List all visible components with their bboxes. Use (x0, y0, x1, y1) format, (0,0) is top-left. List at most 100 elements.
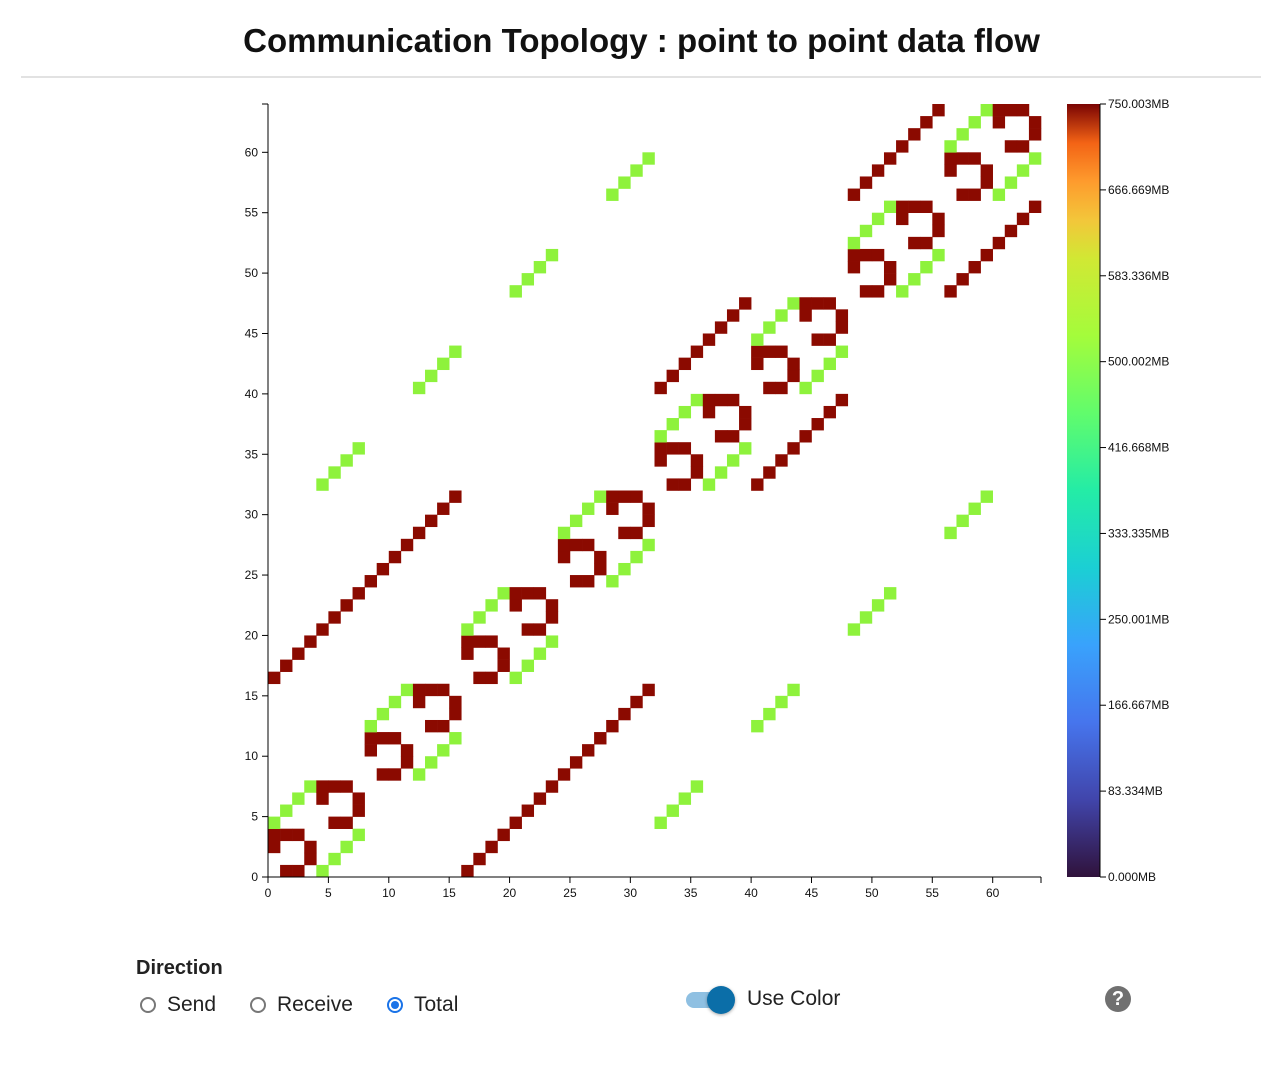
heatmap-cell[interactable] (968, 152, 981, 165)
heatmap-cell[interactable] (811, 333, 824, 346)
heatmap-cell[interactable] (485, 635, 498, 648)
heatmap-cell[interactable] (618, 526, 631, 540)
heatmap-cell[interactable] (400, 744, 414, 757)
heatmap-cell[interactable] (388, 732, 402, 745)
heatmap-cell[interactable] (799, 430, 812, 443)
heatmap-cell[interactable] (473, 611, 486, 624)
heatmap-cell[interactable] (352, 587, 365, 600)
heatmap-cell[interactable] (1004, 140, 1018, 153)
heatmap-cell[interactable] (642, 502, 655, 515)
heatmap-cell[interactable] (847, 623, 861, 636)
heatmap-cell[interactable] (340, 780, 353, 793)
heatmap-cell[interactable] (425, 514, 438, 528)
heatmap-cell[interactable] (545, 635, 559, 648)
heatmap-cell[interactable] (896, 285, 909, 298)
heatmap-cell[interactable] (944, 164, 957, 177)
heatmap-cell[interactable] (751, 345, 764, 358)
heatmap-cell[interactable] (751, 357, 764, 371)
heatmap-cell[interactable] (328, 466, 341, 479)
heatmap-cell[interactable] (654, 381, 667, 395)
heatmap-cell[interactable] (425, 719, 438, 733)
heatmap-cell[interactable] (823, 405, 836, 419)
heatmap-cell[interactable] (859, 248, 873, 262)
heatmap-cell[interactable] (533, 647, 547, 660)
heatmap-cell[interactable] (557, 538, 571, 552)
heatmap-cell[interactable] (606, 502, 619, 515)
heatmap-cell[interactable] (666, 804, 679, 817)
heatmap-cell[interactable] (1028, 128, 1042, 141)
heatmap-cell[interactable] (630, 490, 643, 503)
heatmap-cell[interactable] (1016, 140, 1030, 153)
heatmap-cell[interactable] (497, 659, 510, 672)
heatmap-cell[interactable] (316, 623, 329, 636)
heatmap-cell[interactable] (690, 780, 704, 793)
heatmap-cell[interactable] (364, 575, 378, 588)
heatmap-cell[interactable] (316, 780, 329, 793)
heatmap-cell[interactable] (437, 502, 450, 515)
heatmap-cell[interactable] (871, 599, 885, 612)
heatmap-cell[interactable] (485, 671, 498, 685)
heatmap-cell[interactable] (883, 152, 897, 165)
heatmap-cell[interactable] (521, 659, 535, 672)
heatmap-cell[interactable] (666, 418, 679, 431)
heatmap-cell[interactable] (280, 864, 293, 878)
heatmap-cell[interactable] (690, 466, 704, 479)
heatmap-cell[interactable] (847, 261, 861, 274)
heatmap-cell[interactable] (630, 695, 643, 709)
heatmap-cell[interactable] (666, 478, 679, 491)
heatmap-cell[interactable] (835, 321, 849, 334)
radio-receive-circle[interactable] (250, 997, 266, 1013)
heatmap-cell[interactable] (823, 357, 836, 371)
heatmap-cell[interactable] (268, 816, 281, 829)
heatmap-cell[interactable] (449, 732, 462, 745)
heatmap-cell[interactable] (956, 188, 969, 201)
heatmap-cell[interactable] (461, 647, 474, 660)
heatmap-cell[interactable] (763, 466, 776, 479)
heatmap-cell[interactable] (630, 164, 643, 177)
heatmap-cell[interactable] (920, 116, 933, 129)
heatmap-cell[interactable] (968, 261, 981, 274)
heatmap-cell[interactable] (642, 514, 655, 528)
heatmap-cell[interactable] (787, 297, 800, 310)
heatmap-cell[interactable] (702, 393, 716, 407)
heatmap-cell[interactable] (980, 164, 993, 177)
heatmap-cell[interactable] (485, 599, 498, 612)
heatmap-cell[interactable] (328, 816, 341, 829)
heatmap-cell[interactable] (944, 140, 957, 153)
heatmap-cell[interactable] (956, 273, 969, 286)
heatmap-cell[interactable] (316, 792, 329, 805)
heatmap-cell[interactable] (292, 792, 305, 805)
heatmap-cell[interactable] (763, 321, 776, 334)
heatmap-cell[interactable] (726, 454, 740, 467)
heatmap-cell[interactable] (618, 562, 631, 576)
heatmap-cell[interactable] (726, 430, 740, 443)
heatmap-cell[interactable] (437, 744, 450, 757)
heatmap-cell[interactable] (412, 526, 426, 540)
heatmap-cell[interactable] (678, 357, 692, 371)
heatmap-cell[interactable] (449, 707, 462, 721)
heatmap-cell[interactable] (364, 732, 378, 745)
heatmap-cell[interactable] (412, 768, 426, 781)
heatmap-cell[interactable] (775, 309, 788, 322)
heatmap-cell[interactable] (582, 502, 595, 515)
toggle-knob[interactable] (707, 986, 735, 1014)
heatmap-cell[interactable] (316, 864, 329, 878)
heatmap-cell[interactable] (594, 732, 607, 745)
heatmap-cell[interactable] (714, 466, 728, 479)
heatmap-cell[interactable] (268, 840, 281, 854)
heatmap-cell[interactable] (1028, 200, 1042, 214)
heatmap-cell[interactable] (763, 345, 776, 358)
heatmap-cell[interactable] (304, 840, 317, 854)
heatmap-cell[interactable] (412, 695, 426, 709)
heatmap-cell[interactable] (412, 381, 426, 395)
heatmap-cell[interactable] (932, 104, 945, 117)
heatmap-cell[interactable] (606, 575, 619, 588)
heatmap-cell[interactable] (352, 828, 365, 842)
heatmap-cell[interactable] (1016, 212, 1030, 226)
heatmap-cell[interactable] (823, 297, 836, 310)
heatmap-cell[interactable] (1028, 116, 1042, 129)
heatmap-cell[interactable] (533, 261, 547, 274)
heatmap-cell[interactable] (449, 345, 462, 358)
heatmap-cell[interactable] (521, 587, 535, 600)
heatmap-cell[interactable] (521, 273, 535, 286)
